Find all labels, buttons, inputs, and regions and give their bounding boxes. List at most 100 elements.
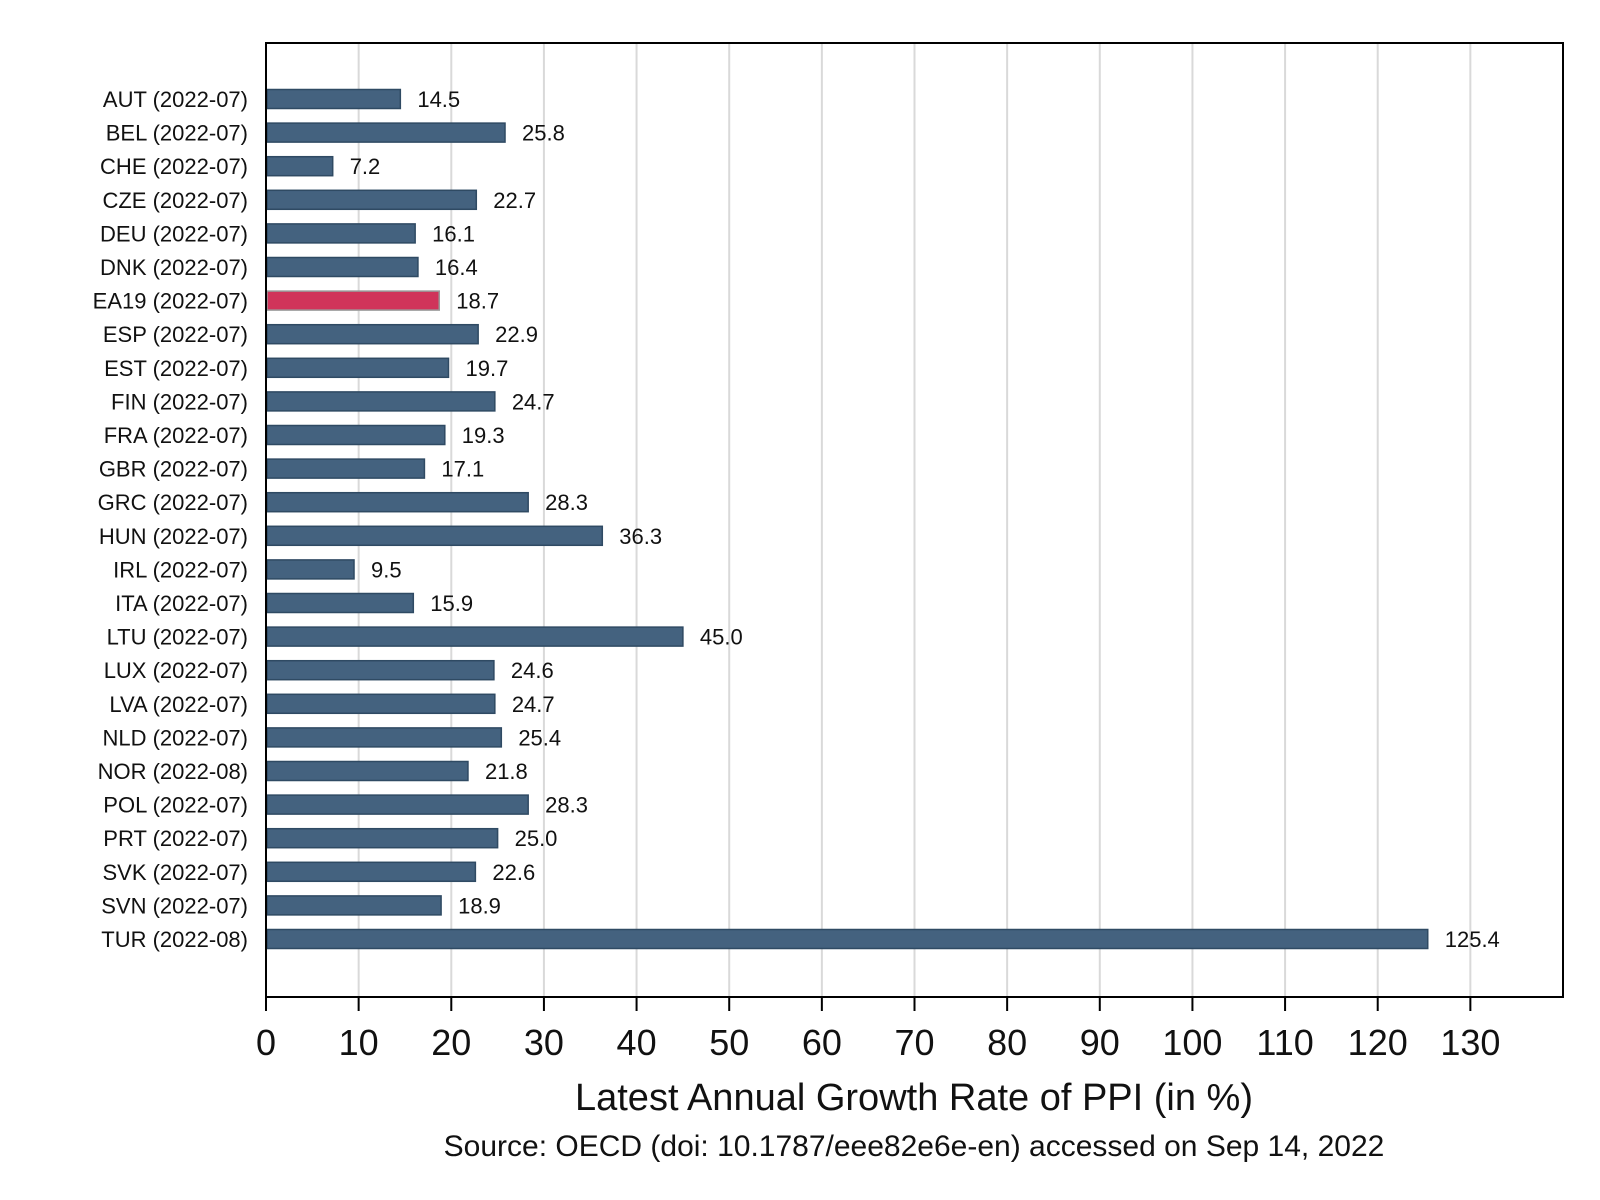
source-note: Source: OECD (doi: 10.1787/eee82e6e-en) … [444,1130,1385,1163]
data-label: 24.6 [511,658,554,683]
category-label: POL (2022-07) [103,793,248,818]
bar [266,592,415,614]
bar [266,827,499,849]
bar [266,861,477,883]
bar [266,189,478,211]
bar-highlight [266,290,440,311]
category-label: PRT (2022-07) [103,826,248,851]
bar [266,424,446,446]
data-label: 45.0 [700,625,743,650]
category-label: GRC (2022-07) [98,490,248,515]
category-label: ITA (2022-07) [115,591,248,616]
category-label: TUR (2022-08) [101,927,248,952]
category-label: LVA (2022-07) [109,692,248,717]
data-label: 9.5 [371,557,402,582]
category-label: EST (2022-07) [104,356,248,381]
category-label: CHE (2022-07) [100,154,248,179]
data-label: 22.7 [493,188,536,213]
category-label: DEU (2022-07) [100,221,248,246]
category-label: LUX (2022-07) [104,658,248,683]
data-label: 25.4 [518,725,561,750]
x-tick-label: 90 [1080,1022,1120,1063]
category-label: SVN (2022-07) [101,893,248,918]
x-tick-label: 120 [1348,1022,1408,1063]
x-tick-label: 60 [802,1022,842,1063]
bar [266,559,355,580]
data-label: 18.9 [458,893,501,918]
bar [266,223,416,244]
bars [266,88,1429,950]
x-tick-label: 50 [709,1022,749,1063]
x-tick-label: 0 [256,1022,276,1063]
x-tick-label: 110 [1256,1022,1313,1063]
data-label: 19.7 [466,356,509,381]
data-label: 36.3 [619,524,662,549]
x-tick-label: 130 [1440,1022,1500,1063]
category-label: FIN (2022-07) [111,389,248,414]
data-label: 7.2 [350,154,381,179]
category-label: LTU (2022-07) [107,625,248,650]
category-label: ESP (2022-07) [103,322,248,347]
bar [266,323,479,345]
x-tick-label: 70 [894,1022,934,1063]
grid-lines [357,43,1472,997]
data-label: 25.0 [515,826,558,851]
category-label: NOR (2022-08) [98,759,248,784]
data-label: 14.5 [417,87,460,112]
value-labels: 14.525.87.222.716.116.418.722.919.724.71… [350,87,1500,952]
x-tick-label: 20 [431,1022,471,1063]
bar [266,491,529,513]
data-label: 15.9 [430,591,473,616]
bar [266,88,402,110]
bar [266,357,450,379]
x-axis-label: Latest Annual Growth Rate of PPI (in %) [575,1077,1253,1119]
category-label: EA19 (2022-07) [93,289,248,314]
bar [266,659,495,681]
category-label: NLD (2022-07) [102,725,248,750]
data-label: 16.1 [432,221,475,246]
bar [266,895,442,916]
category-label: AUT (2022-07) [103,87,248,112]
data-label: 125.4 [1445,927,1500,952]
bar [266,693,496,715]
x-axis-ticks: 0 10 20 30 40 50 60 70 80 90 100 110 120 130 [256,997,1500,1063]
bar [266,155,334,177]
category-label: DNK (2022-07) [100,255,248,280]
data-label: 22.9 [495,322,538,347]
data-label: 25.8 [522,121,565,146]
data-label: 24.7 [512,692,555,717]
category-labels: AUT (2022-07) BEL (2022-07) CHE (2022-07) C… [93,87,248,952]
data-label: 18.7 [456,289,499,314]
category-label: BEL (2022-07) [106,121,248,146]
x-tick-label: 100 [1162,1022,1222,1063]
data-label: 19.3 [462,423,505,448]
x-tick-label: 40 [617,1022,657,1063]
data-label: 28.3 [545,490,588,515]
bar [266,626,684,647]
bar [266,760,469,782]
data-label: 22.6 [492,860,535,885]
bar [266,458,426,479]
bar [266,727,503,748]
category-label: IRL (2022-07) [113,557,248,582]
bar [266,391,496,412]
category-label: GBR (2022-07) [99,457,248,482]
data-label: 16.4 [435,255,478,280]
bar [266,256,419,278]
data-label: 24.7 [512,389,555,414]
category-label: HUN (2022-07) [99,524,248,549]
bar [266,525,604,547]
x-tick-label: 80 [987,1022,1027,1063]
data-label: 21.8 [485,759,528,784]
category-label: SVK (2022-07) [102,860,248,885]
bar [266,928,1429,950]
x-tick-label: 30 [524,1022,564,1063]
x-tick-label: 10 [339,1022,379,1063]
data-label: 17.1 [441,457,484,482]
bar [266,122,506,143]
category-label: FRA (2022-07) [104,423,248,448]
bar [266,794,529,815]
data-label: 28.3 [545,793,588,818]
category-label: CZE (2022-07) [102,188,248,213]
